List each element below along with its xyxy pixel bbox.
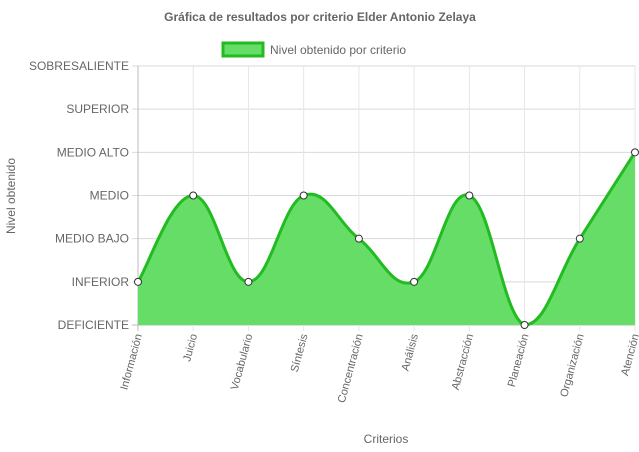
x-tick-label: Organización bbox=[558, 333, 586, 399]
data-point-planeacion bbox=[520, 321, 529, 329]
x-tick-label: Juicio bbox=[181, 333, 200, 363]
y-tick-label: MEDIO BAJO bbox=[55, 232, 129, 246]
series-area bbox=[134, 148, 639, 329]
data-point-abstraccion bbox=[465, 191, 474, 200]
x-axis-ticks: Información Juicio Vocabulario Síntesis Conc… bbox=[118, 332, 639, 404]
y-tick-label: SUPERIOR bbox=[66, 102, 129, 116]
x-axis-title: Criterios bbox=[364, 432, 409, 446]
chart-title: Gráfica de resultados por criterio Elder… bbox=[164, 10, 476, 24]
data-point-organizacion bbox=[575, 234, 584, 243]
y-tick-label: DEFICIENTE bbox=[58, 318, 129, 332]
x-tick-label: Planeación bbox=[506, 333, 532, 389]
y-tick-label: INFERIOR bbox=[72, 275, 130, 289]
data-point-atencion bbox=[631, 148, 639, 157]
y-tick-label: MEDIO bbox=[90, 189, 129, 203]
data-point-analisis bbox=[410, 277, 419, 286]
legend-label: Nivel obtenido por criterio bbox=[270, 43, 406, 57]
series-line bbox=[136, 151, 637, 327]
legend[interactable]: Nivel obtenido por criterio bbox=[221, 41, 406, 58]
data-point-informacion bbox=[134, 277, 142, 286]
data-point-juicio bbox=[189, 191, 198, 200]
data-point-sintesis bbox=[299, 191, 308, 200]
y-tick-label: SOBRESALIENTE bbox=[29, 59, 129, 73]
x-tick-label: Atención bbox=[619, 333, 639, 377]
y-axis-ticks: DEFICIENTE INFERIOR MEDIO BAJO MEDIO MEDIO A… bbox=[29, 59, 129, 332]
data-point-concentracion bbox=[354, 234, 363, 243]
x-tick-label: Concentración bbox=[336, 333, 366, 405]
series-fill bbox=[138, 152, 635, 325]
x-tick-label: Información bbox=[118, 333, 144, 392]
x-tick-label: Vocabulario bbox=[229, 333, 255, 392]
x-tick-label: Abstracción bbox=[450, 333, 476, 392]
legend-swatch bbox=[221, 41, 265, 58]
data-point-vocabulario bbox=[244, 277, 253, 286]
y-tick-label: MEDIO ALTO bbox=[57, 145, 129, 159]
x-tick-label: Síntesis bbox=[289, 332, 311, 373]
y-axis-title: Nivel obtenido bbox=[4, 158, 18, 234]
x-tick-label: Análisis bbox=[400, 332, 422, 372]
